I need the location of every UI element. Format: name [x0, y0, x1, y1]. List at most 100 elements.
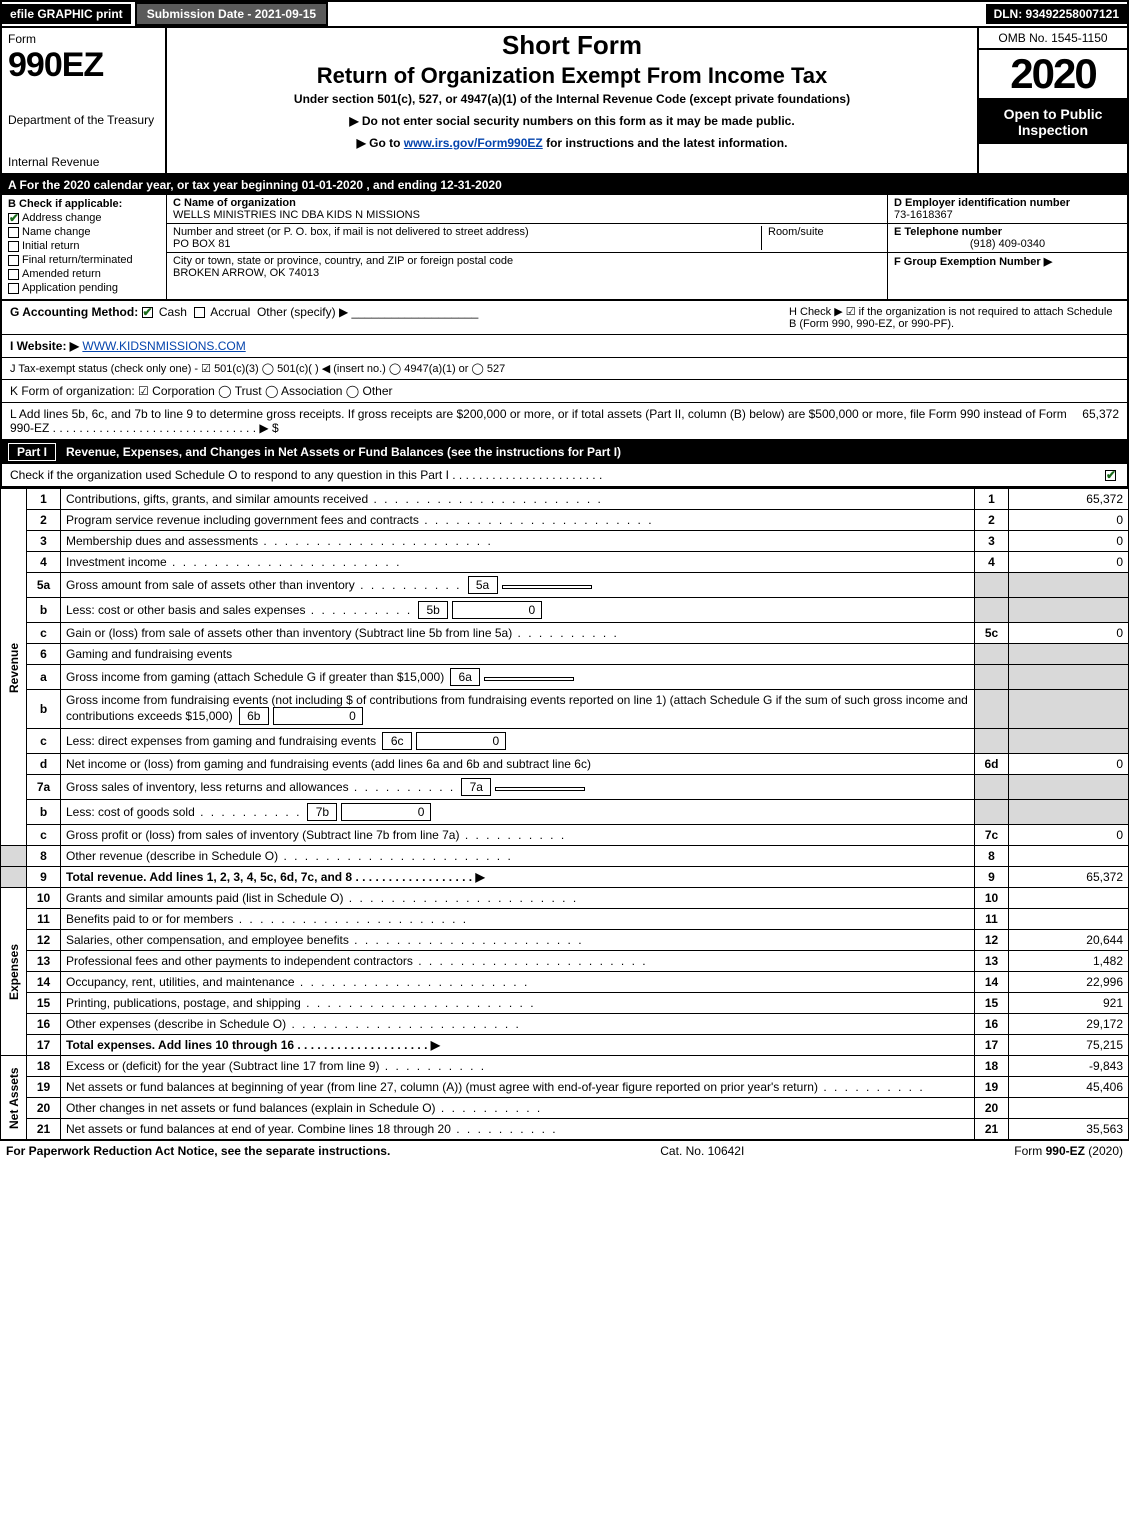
- note-goto-post: for instructions and the latest informat…: [543, 136, 788, 150]
- chk-label: Final return/terminated: [22, 254, 133, 266]
- line-num: 1: [27, 489, 61, 510]
- line-g-h: G Accounting Method: Cash Accrual Other …: [0, 301, 1129, 335]
- org-name-row: C Name of organization WELLS MINISTRIES …: [167, 195, 887, 224]
- header-right: OMB No. 1545-1150 2020 Open to Public In…: [977, 28, 1127, 173]
- line-text: Gross income from fundraising events (no…: [61, 690, 975, 729]
- part-i-tag: Part I: [8, 443, 56, 461]
- line-text: Program service revenue including govern…: [61, 510, 975, 531]
- chk-address-change[interactable]: Address change: [8, 212, 160, 224]
- line-num: 20: [27, 1098, 61, 1119]
- topbar: efile GRAPHIC print Submission Date - 20…: [0, 0, 1129, 28]
- address-row: Number and street (or P. O. box, if mail…: [167, 224, 887, 253]
- chk-label: Amended return: [22, 268, 101, 280]
- line-num: 9: [27, 867, 61, 888]
- room-suite-label: Room/suite: [761, 226, 881, 250]
- chk-final-return[interactable]: Final return/terminated: [8, 254, 160, 266]
- expenses-section-label: Expenses: [1, 888, 27, 1056]
- title-sub: Under section 501(c), 527, or 4947(a)(1)…: [173, 92, 971, 106]
- line-num: 19: [27, 1077, 61, 1098]
- line-num: 14: [27, 972, 61, 993]
- part-i-checkline: Check if the organization used Schedule …: [0, 464, 1129, 488]
- omb-number: OMB No. 1545-1150: [979, 28, 1127, 50]
- title-main: Return of Organization Exempt From Incom…: [173, 63, 971, 89]
- box-c-label: C Name of organization: [173, 197, 296, 209]
- dept-treasury: Department of the Treasury: [8, 113, 159, 127]
- phone-value: (918) 409-0340: [894, 238, 1121, 250]
- line-num: b: [27, 800, 61, 825]
- checkbox-icon[interactable]: [194, 307, 205, 318]
- city-row: City or town, state or province, country…: [167, 253, 887, 281]
- box-c: C Name of organization WELLS MINISTRIES …: [167, 195, 887, 299]
- line-value: 0: [1009, 825, 1129, 846]
- line-num: 7a: [27, 775, 61, 800]
- line-text: Gross sales of inventory, less returns a…: [61, 775, 975, 800]
- open-to-public: Open to Public Inspection: [979, 100, 1127, 144]
- line-num: b: [27, 690, 61, 729]
- shade-cell: [975, 598, 1009, 623]
- line-text: Total revenue. Add lines 1, 2, 3, 4, 5c,…: [61, 867, 975, 888]
- box-f: F Group Exemption Number ▶: [888, 253, 1127, 270]
- table-row: 2Program service revenue including gover…: [1, 510, 1129, 531]
- table-row: Revenue 1Contributions, gifts, grants, a…: [1, 489, 1129, 510]
- chk-application-pending[interactable]: Application pending: [8, 282, 160, 294]
- irs-link[interactable]: www.irs.gov/Form990EZ: [404, 136, 543, 150]
- footer-cat: Cat. No. 10642I: [660, 1144, 744, 1158]
- line-text: Gross amount from sale of assets other t…: [61, 573, 975, 598]
- chk-label: Name change: [22, 226, 91, 238]
- chk-amended-return[interactable]: Amended return: [8, 268, 160, 280]
- title-short: Short Form: [173, 30, 971, 61]
- line-num: d: [27, 754, 61, 775]
- sub-label: 6b: [239, 707, 269, 725]
- shade-cell: [975, 690, 1009, 729]
- ein-value: 73-1618367: [894, 209, 953, 221]
- chk-name-change[interactable]: Name change: [8, 226, 160, 238]
- line-num: 6: [27, 644, 61, 665]
- table-row: cLess: direct expenses from gaming and f…: [1, 729, 1129, 754]
- table-row: bLess: cost or other basis and sales exp…: [1, 598, 1129, 623]
- line-ref: 12: [975, 930, 1009, 951]
- table-row: 11Benefits paid to or for members11: [1, 909, 1129, 930]
- line-value: 45,406: [1009, 1077, 1129, 1098]
- checkbox-icon[interactable]: [142, 307, 153, 318]
- line-ref: 10: [975, 888, 1009, 909]
- shade-cell: [1009, 775, 1129, 800]
- shade-cell: [1009, 644, 1129, 665]
- line-num: c: [27, 825, 61, 846]
- sub-label: 6c: [382, 732, 412, 750]
- line-ref: 21: [975, 1119, 1009, 1140]
- line-ref: 18: [975, 1056, 1009, 1077]
- table-row: 21Net assets or fund balances at end of …: [1, 1119, 1129, 1140]
- line-text: Printing, publications, postage, and shi…: [61, 993, 975, 1014]
- line-text: Gaming and fundraising events: [61, 644, 975, 665]
- shade-cell: [975, 775, 1009, 800]
- netassets-section-label: Net Assets: [1, 1056, 27, 1140]
- addr-label: Number and street (or P. O. box, if mail…: [173, 226, 529, 238]
- chk-initial-return[interactable]: Initial return: [8, 240, 160, 252]
- line-value: -9,843: [1009, 1056, 1129, 1077]
- line-value: 35,563: [1009, 1119, 1129, 1140]
- city-label: City or town, state or province, country…: [173, 255, 513, 267]
- line-text: Occupancy, rent, utilities, and maintena…: [61, 972, 975, 993]
- shade-cell: [975, 665, 1009, 690]
- line-text: Net income or (loss) from gaming and fun…: [61, 754, 975, 775]
- chk-label: Initial return: [22, 240, 79, 252]
- line-value: [1009, 909, 1129, 930]
- table-row: 5aGross amount from sale of assets other…: [1, 573, 1129, 598]
- line-ref: 13: [975, 951, 1009, 972]
- line-num: 4: [27, 552, 61, 573]
- line-num: 16: [27, 1014, 61, 1035]
- line-ref: 7c: [975, 825, 1009, 846]
- line-ref: 11: [975, 909, 1009, 930]
- box-d-label: D Employer identification number: [894, 197, 1070, 209]
- line-num: b: [27, 598, 61, 623]
- line-value: 0: [1009, 754, 1129, 775]
- line-num: 5a: [27, 573, 61, 598]
- checkbox-icon[interactable]: [1105, 470, 1116, 481]
- table-row: 20Other changes in net assets or fund ba…: [1, 1098, 1129, 1119]
- shade-cell: [1009, 573, 1129, 598]
- header-center: Short Form Return of Organization Exempt…: [167, 28, 977, 173]
- footer-left: For Paperwork Reduction Act Notice, see …: [6, 1144, 390, 1158]
- line-text: Excess or (deficit) for the year (Subtra…: [61, 1056, 975, 1077]
- website-link[interactable]: WWW.KIDSNMISSIONS.COM: [82, 339, 245, 353]
- note-goto: ▶ Go to www.irs.gov/Form990EZ for instru…: [173, 136, 971, 150]
